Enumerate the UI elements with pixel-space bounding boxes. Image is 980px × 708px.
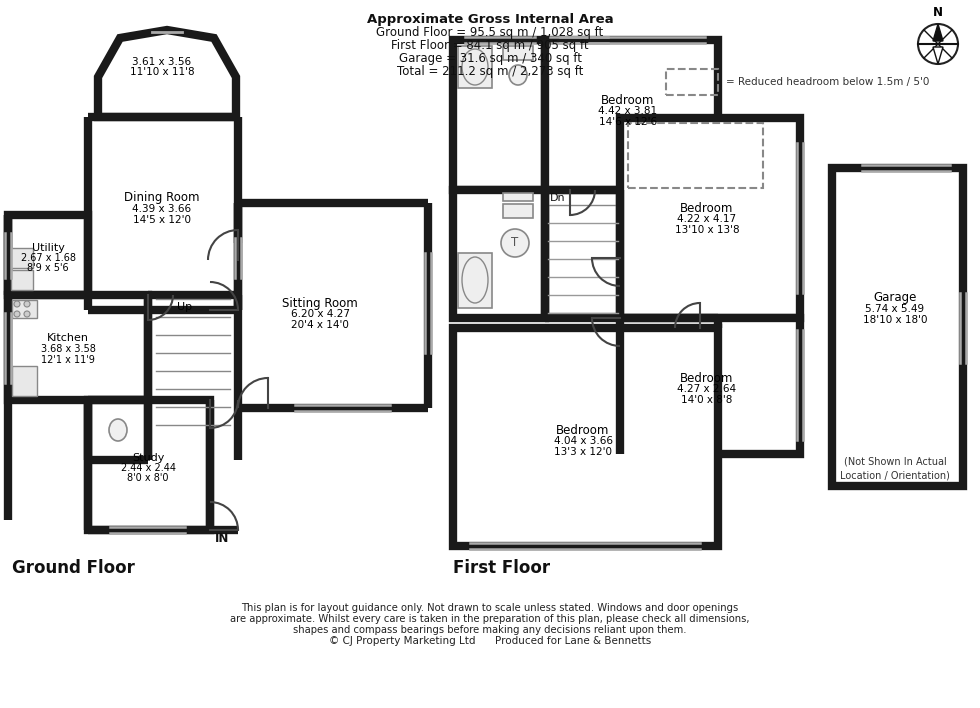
Circle shape: [24, 311, 30, 317]
Text: Garage: Garage: [873, 292, 916, 304]
Bar: [11, 270, 33, 290]
Text: First Floor: First Floor: [453, 559, 550, 577]
Bar: [12, 366, 37, 396]
Bar: [832, 168, 963, 486]
Text: Up: Up: [177, 302, 192, 312]
Text: = Reduced headroom below 1.5m / 5'0: = Reduced headroom below 1.5m / 5'0: [726, 77, 929, 87]
Text: Bedroom: Bedroom: [602, 93, 655, 106]
Text: 4.22 x 4.17: 4.22 x 4.17: [677, 214, 737, 224]
Text: Kitchen: Kitchen: [47, 333, 89, 343]
Text: T: T: [512, 236, 518, 249]
Text: Sitting Room: Sitting Room: [282, 297, 358, 309]
Bar: [8, 215, 88, 295]
Bar: [503, 204, 533, 218]
Text: 5.74 x 5.49: 5.74 x 5.49: [865, 304, 924, 314]
Text: 2.67 x 1.68: 2.67 x 1.68: [21, 253, 75, 263]
Bar: [458, 253, 492, 308]
Text: 8'0 x 8'0: 8'0 x 8'0: [127, 473, 169, 483]
Bar: [11, 248, 33, 268]
Text: 4.42 x 3.81: 4.42 x 3.81: [599, 106, 658, 116]
Text: First Floor = 84.1 sq m / 905 sq ft: First Floor = 84.1 sq m / 905 sq ft: [391, 39, 589, 52]
Bar: [503, 193, 533, 201]
Text: Dn: Dn: [550, 193, 565, 203]
Text: This plan is for layout guidance only. Not drawn to scale unless stated. Windows: This plan is for layout guidance only. N…: [241, 603, 739, 613]
Text: Bedroom: Bedroom: [557, 423, 610, 437]
Text: 8'9 x 5'6: 8'9 x 5'6: [27, 263, 69, 273]
Bar: [453, 190, 545, 318]
Text: 13'3 x 12'0: 13'3 x 12'0: [554, 447, 612, 457]
Bar: [453, 328, 718, 546]
Bar: [458, 46, 492, 88]
Text: Garage = 31.6 sq m / 340 sq ft: Garage = 31.6 sq m / 340 sq ft: [399, 52, 581, 65]
Text: Total = 211.2 sq m / 2,273 sq ft: Total = 211.2 sq m / 2,273 sq ft: [397, 65, 583, 78]
Bar: [628, 123, 763, 188]
Text: shapes and compass bearings before making any decisions reliant upon them.: shapes and compass bearings before makin…: [293, 625, 687, 635]
Text: Approximate Gross Internal Area: Approximate Gross Internal Area: [367, 13, 613, 26]
Bar: [503, 46, 533, 60]
Bar: [12, 300, 37, 318]
Text: Study: Study: [132, 453, 165, 463]
Text: (Not Shown In Actual
Location / Orientation): (Not Shown In Actual Location / Orientat…: [840, 457, 950, 480]
Text: Bedroom: Bedroom: [680, 202, 734, 215]
Text: 4.04 x 3.66: 4.04 x 3.66: [554, 436, 612, 446]
Text: 4.27 x 2.64: 4.27 x 2.64: [677, 384, 737, 394]
Circle shape: [501, 229, 529, 257]
Text: 12'1 x 11'9: 12'1 x 11'9: [41, 355, 95, 365]
Text: 11'10 x 11'8: 11'10 x 11'8: [129, 67, 194, 77]
Bar: [545, 40, 718, 190]
Text: 18'10 x 18'0: 18'10 x 18'0: [862, 315, 927, 325]
Text: 20'4 x 14'0: 20'4 x 14'0: [291, 320, 349, 330]
Bar: [8, 295, 148, 400]
Text: 13'10 x 13'8: 13'10 x 13'8: [674, 225, 739, 235]
Ellipse shape: [109, 419, 127, 441]
Circle shape: [14, 301, 20, 307]
Text: Ground Floor: Ground Floor: [12, 559, 135, 577]
Text: Dining Room: Dining Room: [124, 191, 200, 205]
Circle shape: [14, 311, 20, 317]
Bar: [620, 318, 800, 454]
Polygon shape: [98, 30, 236, 117]
Text: 3.68 x 3.58: 3.68 x 3.58: [40, 344, 95, 354]
Bar: [453, 40, 545, 190]
Text: 3.61 x 3.56: 3.61 x 3.56: [132, 57, 191, 67]
Text: IN: IN: [215, 532, 229, 544]
Text: 14'6 x 12'6: 14'6 x 12'6: [599, 117, 657, 127]
Ellipse shape: [509, 65, 527, 85]
Text: Bedroom: Bedroom: [680, 372, 734, 384]
Text: 14'5 x 12'0: 14'5 x 12'0: [133, 215, 191, 225]
Text: 6.20 x 4.27: 6.20 x 4.27: [290, 309, 350, 319]
Polygon shape: [933, 47, 943, 64]
Text: 2.44 x 2.44: 2.44 x 2.44: [121, 463, 175, 473]
Text: © CJ Property Marketing Ltd      Produced for Lane & Bennetts: © CJ Property Marketing Ltd Produced for…: [329, 636, 651, 646]
Bar: [88, 400, 210, 530]
Bar: [620, 118, 800, 318]
Text: N: N: [933, 6, 943, 19]
Polygon shape: [933, 24, 943, 41]
Text: 4.39 x 3.66: 4.39 x 3.66: [132, 204, 191, 214]
Bar: [548, 205, 618, 313]
Bar: [666, 69, 718, 95]
Text: are approximate. Whilst every care is taken in the preparation of this plan, ple: are approximate. Whilst every care is ta…: [230, 614, 750, 624]
Circle shape: [24, 301, 30, 307]
Text: Ground Floor = 95.5 sq m / 1,028 sq ft: Ground Floor = 95.5 sq m / 1,028 sq ft: [376, 26, 604, 39]
Text: 14'0 x 8'8: 14'0 x 8'8: [681, 395, 733, 405]
Text: Utility: Utility: [31, 243, 65, 253]
